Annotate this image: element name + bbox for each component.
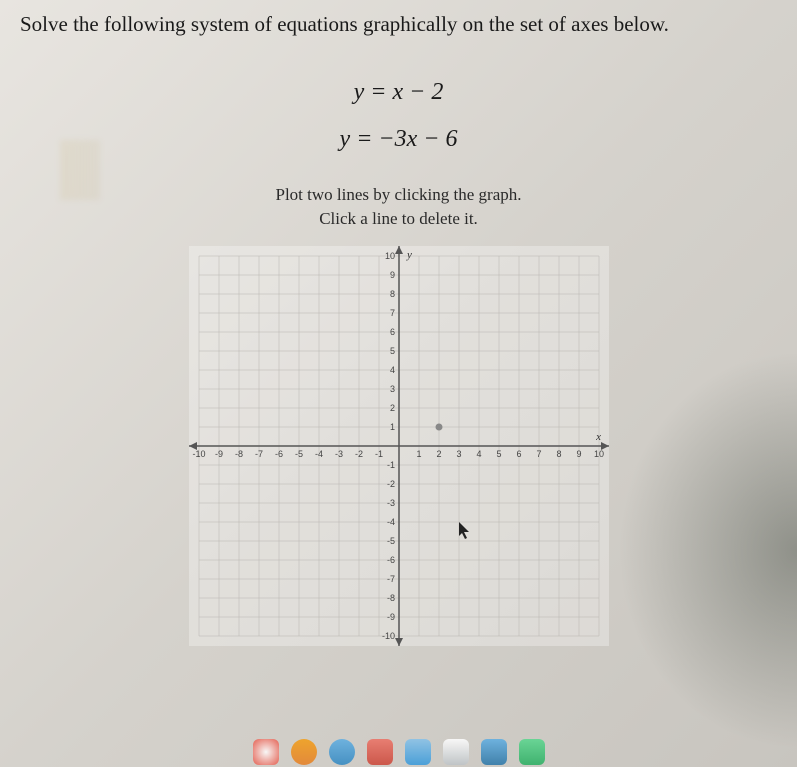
dock-icon-7[interactable] xyxy=(481,739,507,765)
coordinate-graph[interactable]: -10 -9 -8 -7 -6 -5 -4 -3 -2 -1 1 2 3 4 5 6 7 8 9 10 -10 -9 -8 -… xyxy=(189,246,609,646)
svg-text:2: 2 xyxy=(389,403,394,413)
svg-text:-1: -1 xyxy=(374,449,382,459)
svg-text:-8: -8 xyxy=(234,449,242,459)
dock-icon-3[interactable] xyxy=(329,739,355,765)
svg-text:-6: -6 xyxy=(274,449,282,459)
svg-text:10: 10 xyxy=(593,449,603,459)
svg-text:-3: -3 xyxy=(334,449,342,459)
svg-text:-6: -6 xyxy=(386,555,394,565)
dock-icon-1[interactable] xyxy=(253,739,279,765)
svg-text:-7: -7 xyxy=(386,574,394,584)
svg-text:4: 4 xyxy=(389,365,394,375)
dock-icon-6[interactable] xyxy=(443,739,469,765)
plotted-point[interactable] xyxy=(435,423,442,430)
svg-text:-1: -1 xyxy=(386,460,394,470)
svg-text:9: 9 xyxy=(576,449,581,459)
instruction-line-2: Click a line to delete it. xyxy=(20,207,777,231)
svg-text:-10: -10 xyxy=(381,631,394,641)
equation-1: y = x − 2 xyxy=(20,79,777,106)
svg-text:-5: -5 xyxy=(386,536,394,546)
svg-text:-9: -9 xyxy=(386,612,394,622)
svg-text:2: 2 xyxy=(436,449,441,459)
svg-text:7: 7 xyxy=(389,308,394,318)
svg-text:5: 5 xyxy=(496,449,501,459)
svg-text:1: 1 xyxy=(389,422,394,432)
svg-text:4: 4 xyxy=(476,449,481,459)
svg-text:6: 6 xyxy=(516,449,521,459)
svg-text:7: 7 xyxy=(536,449,541,459)
svg-text:6: 6 xyxy=(389,327,394,337)
dock-icon-4[interactable] xyxy=(367,739,393,765)
svg-text:-7: -7 xyxy=(254,449,262,459)
equation-2: y = −3x − 6 xyxy=(20,126,777,153)
svg-text:-8: -8 xyxy=(386,593,394,603)
svg-text:3: 3 xyxy=(456,449,461,459)
plot-instructions: Plot two lines by clicking the graph. Cl… xyxy=(20,183,777,231)
svg-text:-5: -5 xyxy=(294,449,302,459)
dock-icon-5[interactable] xyxy=(405,739,431,765)
instruction-line-1: Plot two lines by clicking the graph. xyxy=(20,183,777,207)
svg-text:10: 10 xyxy=(384,251,394,261)
svg-text:x: x xyxy=(595,431,601,443)
svg-text:1: 1 xyxy=(416,449,421,459)
svg-text:8: 8 xyxy=(389,289,394,299)
svg-text:-4: -4 xyxy=(314,449,322,459)
svg-text:-10: -10 xyxy=(192,449,205,459)
mouse-cursor xyxy=(459,522,469,539)
screen-reflection xyxy=(60,140,100,200)
question-prompt: Solve the following system of equations … xyxy=(20,10,777,39)
dock-icons xyxy=(253,739,545,765)
svg-text:y: y xyxy=(406,249,412,261)
dock-icon-8[interactable] xyxy=(519,739,545,765)
svg-text:9: 9 xyxy=(389,270,394,280)
svg-text:-4: -4 xyxy=(386,517,394,527)
svg-text:5: 5 xyxy=(389,346,394,356)
svg-text:-9: -9 xyxy=(214,449,222,459)
svg-text:8: 8 xyxy=(556,449,561,459)
svg-text:-3: -3 xyxy=(386,498,394,508)
svg-text:3: 3 xyxy=(389,384,394,394)
svg-text:-2: -2 xyxy=(386,479,394,489)
svg-text:-2: -2 xyxy=(354,449,362,459)
dock-icon-2[interactable] xyxy=(291,739,317,765)
equations-block: y = x − 2 y = −3x − 6 xyxy=(20,79,777,153)
